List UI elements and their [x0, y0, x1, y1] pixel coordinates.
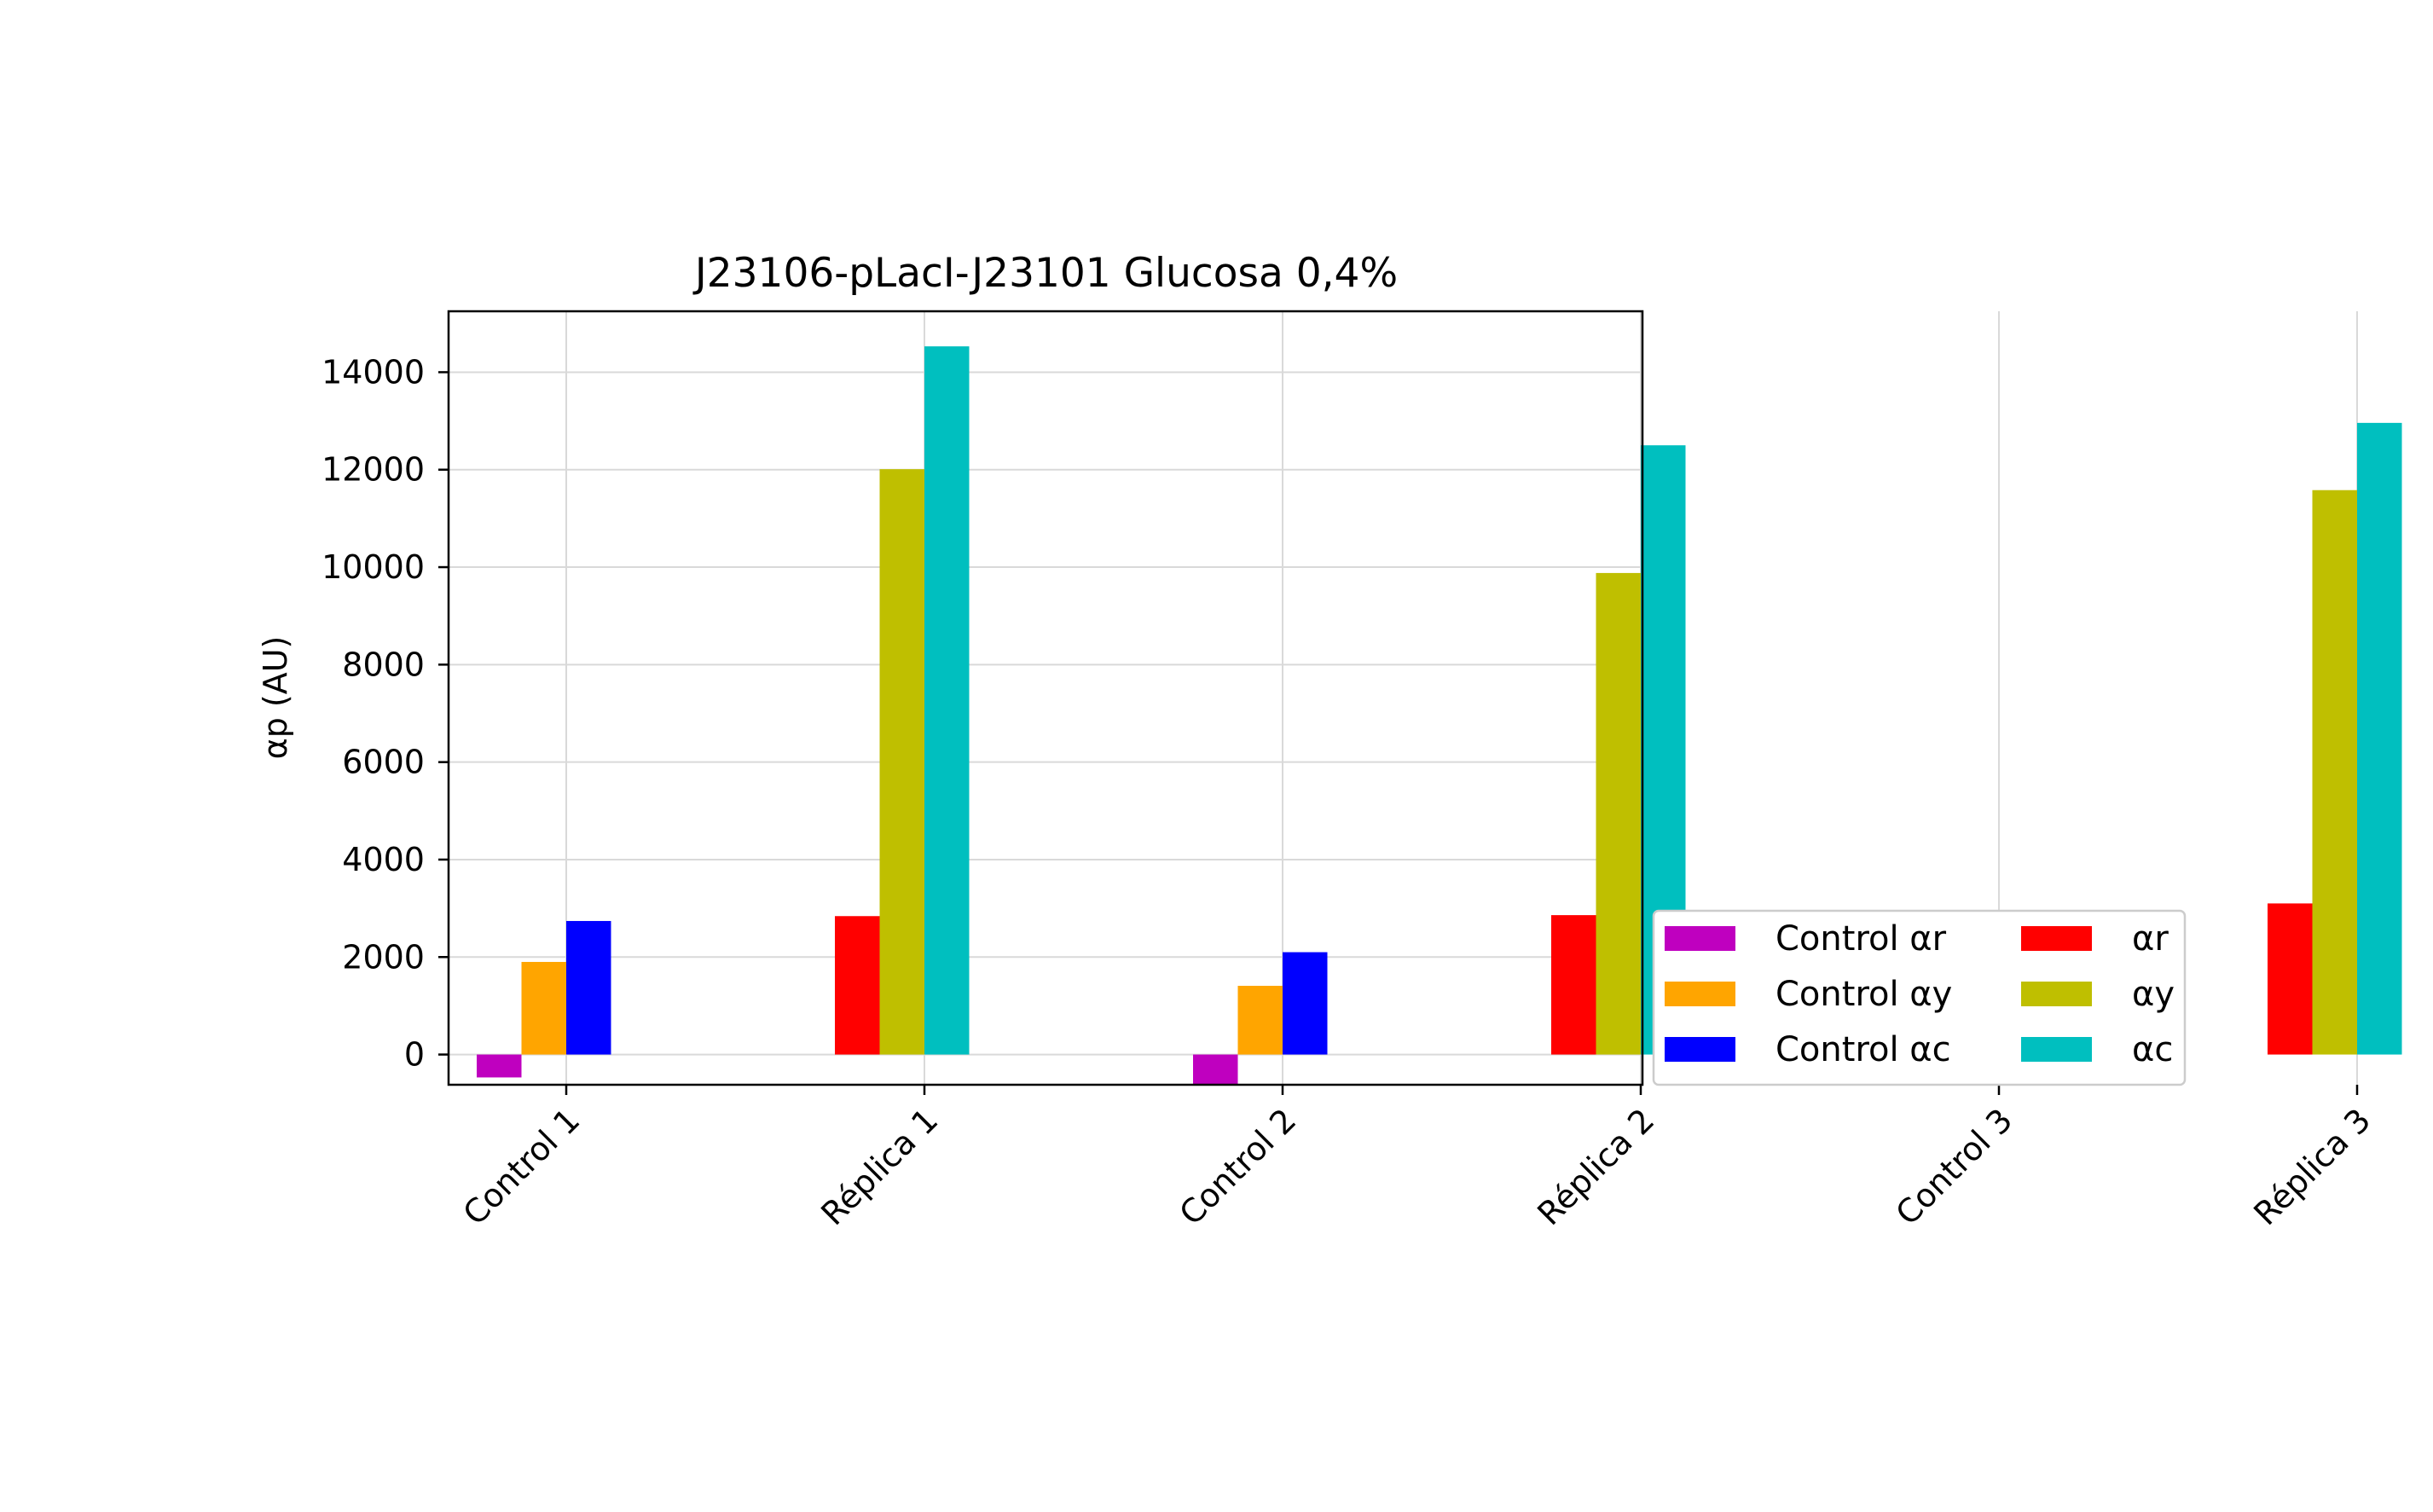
x-tick-label: Control 3: [1888, 1101, 2019, 1232]
bar-αy-réplica-2: [1596, 572, 1641, 1055]
legend-swatch: [2021, 982, 2092, 1006]
x-tick-label: Réplica 3: [2246, 1101, 2378, 1232]
x-tick-label: Réplica 1: [814, 1101, 945, 1232]
legend-label: αy: [2132, 975, 2175, 1014]
legend-swatch: [1665, 982, 1735, 1006]
bar-αy-réplica-1: [879, 469, 924, 1055]
x-tick-label: Réplica 2: [1530, 1101, 1661, 1232]
y-tick-label: 12000: [322, 451, 425, 489]
y-axis-label: αp (AU): [257, 636, 294, 760]
legend-swatch: [2021, 1037, 2092, 1062]
legend-swatch: [2021, 926, 2092, 951]
bar-αr-réplica-1: [835, 916, 880, 1055]
bar-αy-réplica-3: [2312, 490, 2357, 1055]
chart-title: J23106-pLacI-J23101 Glucosa 0,4%: [692, 250, 1398, 297]
bar-αr-réplica-2: [1551, 915, 1596, 1055]
x-tick-label: Control 2: [1172, 1101, 1303, 1232]
legend-label: Control αc: [1776, 1030, 1951, 1069]
legend-label: Control αy: [1776, 975, 1952, 1014]
y-tick-label: 10000: [322, 548, 425, 586]
legend-label: αr: [2132, 919, 2169, 959]
x-axis: Control 1 Réplica 1 Control 2 Réplica 2 Cont…: [455, 1085, 2378, 1232]
bar-control-αc-control-1: [566, 920, 611, 1055]
y-axis: 0 2000 4000 6000 8000 10000 12000 14000: [322, 353, 449, 1074]
bar-αc-réplica-1: [924, 346, 970, 1055]
y-tick-label: 4000: [342, 841, 425, 878]
y-tick-label: 0: [404, 1036, 425, 1074]
bar-αr-réplica-3: [2268, 903, 2313, 1055]
y-tick-label: 14000: [322, 353, 425, 391]
plot-frame: [447, 310, 1644, 1086]
x-tick-label: Control 1: [455, 1101, 587, 1232]
bar-control-αy-control-1: [521, 961, 566, 1055]
legend-swatch: [1665, 926, 1735, 951]
y-tick-label: 6000: [342, 744, 425, 781]
bar-control-αy-control-2: [1237, 985, 1283, 1055]
bar-αc-réplica-3: [2357, 422, 2402, 1055]
legend-label: αc: [2132, 1030, 2173, 1069]
legend-swatch: [1665, 1037, 1735, 1062]
y-tick-label: 8000: [342, 646, 425, 683]
bar-control-αr-control-2: [1193, 1054, 1238, 1085]
y-tick-label: 2000: [342, 938, 425, 976]
bar-control-αc-control-2: [1283, 952, 1328, 1055]
legend: Control αr Control αy Control αc αr αy αc: [1652, 909, 2187, 1086]
legend-entries: Control αr Control αy Control αc αr αy αc: [1665, 919, 2175, 1069]
bar-control-αr-control-1: [477, 1054, 522, 1078]
legend-label: Control αr: [1776, 919, 1947, 959]
